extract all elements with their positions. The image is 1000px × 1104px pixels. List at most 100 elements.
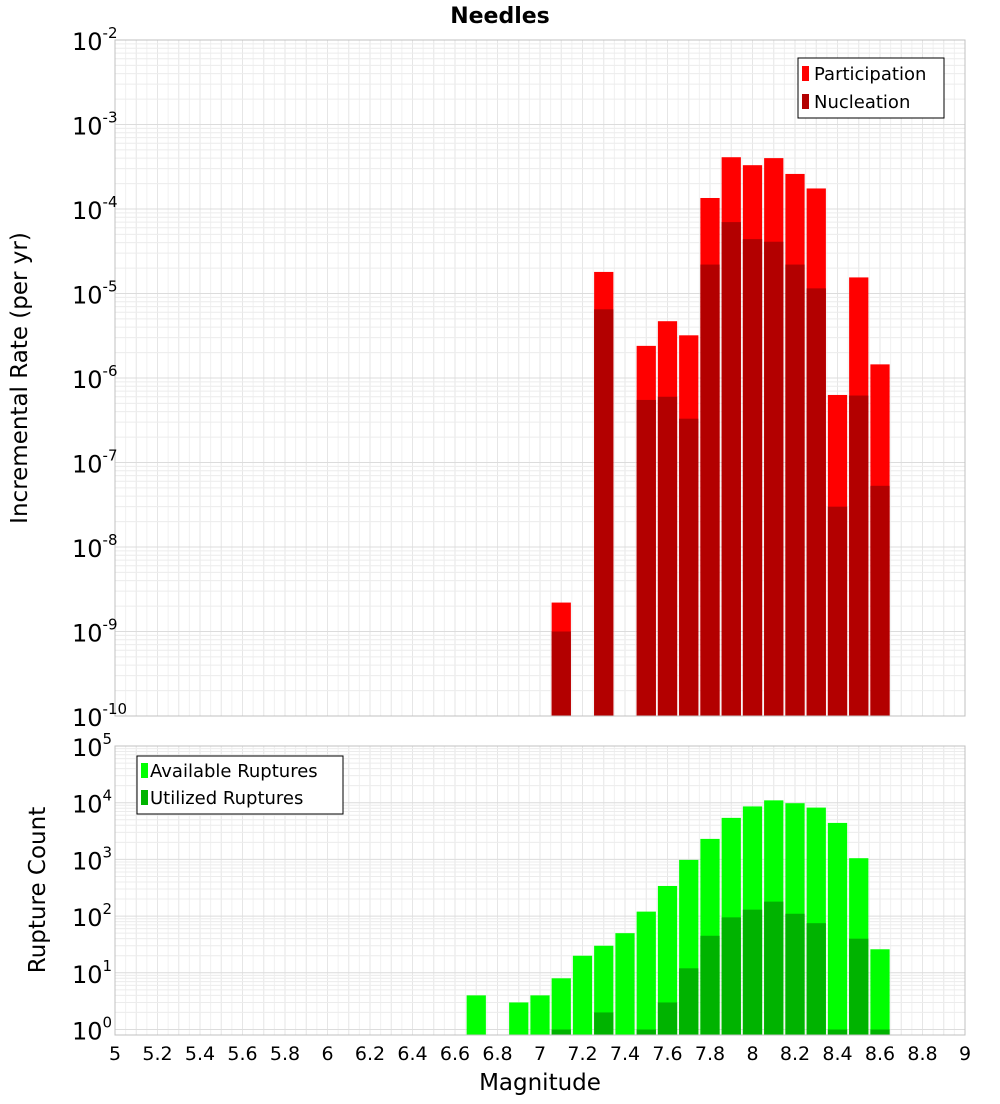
- x-tick-label: 7.4: [610, 1043, 640, 1065]
- x-axis-ticks: 5 5.2 5.4 5.6 5.8 6 6.2 6.4 6.6 6.8 7 7.2 7.4 7.6 7.8 8…: [109, 1043, 971, 1065]
- bar-available-ruptures-7-1: [551, 978, 571, 1035]
- bar-utilized-ruptures-8-4: [827, 1029, 848, 1035]
- bar-nucleation-7-9: [721, 222, 741, 716]
- bar-utilized-ruptures-8-6: [870, 1029, 890, 1035]
- bar-nucleation-8-1: [764, 241, 784, 716]
- x-tick-label: 8.8: [907, 1043, 937, 1065]
- x-tick-label: 6.2: [355, 1043, 385, 1065]
- bar-nucleation-8-2: [785, 264, 805, 716]
- top-y-tick-label: 10-4: [72, 193, 118, 225]
- top-y-tick-label: 10-2: [72, 24, 118, 56]
- legend-label-utilized-ruptures: Utilized Ruptures: [150, 788, 303, 809]
- top-panel-y-ticks: 10-10 10-9 10-8 10-7 10-6 10-5 10-4 10-3 10-2: [72, 24, 127, 732]
- bottom-legend-box: [136, 755, 344, 815]
- bar-nucleation-8-4: [827, 506, 848, 716]
- bar-nucleation-8-3: [806, 288, 826, 716]
- legend-label-available-ruptures: Available Ruptures: [150, 761, 318, 782]
- bottom-y-axis-label: Rupture Count: [25, 807, 51, 973]
- top-legend: Participation Nucleation: [797, 57, 945, 119]
- top-y-tick-label: 10-10: [72, 700, 127, 732]
- bar-utilized-ruptures-7-3: [594, 1012, 614, 1035]
- bottom-panel-bars: [466, 800, 890, 1035]
- top-y-tick-label: 10-6: [72, 362, 118, 394]
- x-tick-label: 7.8: [695, 1043, 725, 1065]
- chart-title: Needles: [450, 4, 550, 29]
- legend-label-participation: Participation: [814, 64, 926, 85]
- bar-available-ruptures-7-2: [572, 955, 593, 1035]
- x-tick-label: 5.4: [185, 1043, 215, 1065]
- x-tick-label: 5.6: [227, 1043, 257, 1065]
- bar-available-ruptures-7-5: [636, 911, 656, 1035]
- top-y-tick-label: 10-5: [72, 278, 118, 310]
- x-tick-label: 9: [959, 1043, 971, 1065]
- bar-utilized-ruptures-7-8: [700, 935, 720, 1035]
- top-legend-box: [797, 57, 945, 119]
- bar-nucleation-7-1: [551, 631, 571, 716]
- bottom-y-tick-label: 102: [72, 900, 112, 932]
- x-tick-label: 8: [746, 1043, 758, 1065]
- bar-nucleation-8: [742, 239, 763, 717]
- top-panel-grid: [114, 40, 966, 717]
- legend-swatch-nucleation: [802, 94, 809, 109]
- bar-available-ruptures-8-4: [827, 822, 848, 1035]
- bar-nucleation-8-5: [849, 395, 869, 716]
- bar-nucleation-8-6: [870, 485, 890, 716]
- top-y-tick-label: 10-9: [72, 616, 118, 648]
- legend-swatch-available-ruptures: [141, 763, 148, 778]
- x-tick-label: 7.2: [567, 1043, 597, 1065]
- x-tick-label: 8.6: [865, 1043, 895, 1065]
- x-tick-label: 6.6: [440, 1043, 470, 1065]
- bar-utilized-ruptures-7-1: [551, 1029, 571, 1035]
- bottom-y-tick-label: 101: [72, 957, 112, 989]
- x-tick-label: 8.4: [822, 1043, 852, 1065]
- legend-swatch-participation: [802, 66, 809, 81]
- bar-utilized-ruptures-7-6: [657, 1002, 678, 1035]
- bar-nucleation-7-7: [679, 418, 699, 716]
- bar-nucleation-7-3: [594, 309, 614, 716]
- top-panel-bars: [551, 157, 890, 717]
- bar-utilized-ruptures-8-2: [785, 913, 805, 1035]
- bottom-panel-y-ticks: 100 101 102 103 104 105: [72, 730, 112, 1046]
- bar-utilized-ruptures-8: [742, 909, 763, 1035]
- x-tick-label: 7.6: [652, 1043, 682, 1065]
- x-tick-label: 8.2: [780, 1043, 810, 1065]
- top-y-tick-label: 10-8: [72, 531, 118, 563]
- bar-utilized-ruptures-7-7: [679, 968, 699, 1035]
- x-tick-label: 5.2: [142, 1043, 172, 1065]
- bottom-y-tick-label: 104: [72, 787, 112, 819]
- top-y-tick-label: 10-3: [72, 109, 118, 141]
- x-tick-label: 5: [109, 1043, 121, 1065]
- x-axis-label: Magnitude: [479, 1070, 601, 1096]
- top-y-tick-label: 10-7: [72, 447, 118, 479]
- bar-nucleation-7-8: [700, 264, 720, 716]
- bottom-legend: Available Ruptures Utilized Ruptures: [136, 755, 344, 815]
- x-tick-label: 7: [534, 1043, 546, 1065]
- x-tick-label: 6: [321, 1043, 333, 1065]
- top-y-axis-label: Incremental Rate (per yr): [7, 232, 33, 524]
- x-tick-label: 6.4: [397, 1043, 427, 1065]
- bar-available-ruptures-6-9: [509, 1002, 529, 1035]
- bar-available-ruptures-6-7: [466, 995, 486, 1035]
- bar-utilized-ruptures-8-3: [806, 923, 826, 1035]
- bar-available-ruptures-7-4: [615, 933, 635, 1035]
- legend-swatch-utilized-ruptures: [141, 790, 148, 805]
- bar-utilized-ruptures-7-9: [721, 917, 741, 1035]
- bar-utilized-ruptures-7-5: [636, 1029, 656, 1035]
- x-tick-label: 6.8: [482, 1043, 512, 1065]
- bar-utilized-ruptures-8-5: [849, 938, 869, 1035]
- bar-nucleation-7-5: [636, 399, 656, 716]
- bottom-y-tick-label: 100: [72, 1014, 112, 1046]
- x-tick-label: 5.8: [270, 1043, 300, 1065]
- bar-available-ruptures-7-6: [657, 885, 678, 1035]
- bottom-y-tick-label: 103: [72, 843, 112, 875]
- bottom-y-tick-label: 105: [72, 730, 112, 762]
- legend-label-nucleation: Nucleation: [814, 92, 910, 113]
- bar-available-ruptures-7: [530, 995, 550, 1035]
- bar-available-ruptures-8-6: [870, 949, 890, 1035]
- bar-nucleation-7-6: [657, 396, 678, 716]
- bar-utilized-ruptures-8-1: [764, 901, 784, 1035]
- bottom-panel-frame: [114, 745, 966, 1036]
- top-panel-frame: [114, 39, 966, 717]
